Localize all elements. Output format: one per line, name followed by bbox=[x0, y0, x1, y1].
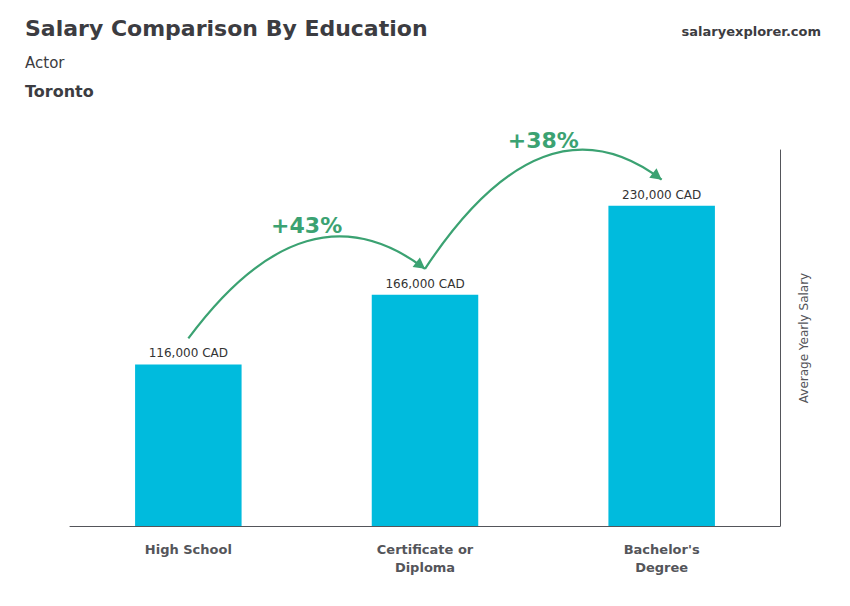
svg-text:Average Yearly Salary: Average Yearly Salary bbox=[797, 273, 811, 403]
svg-text:+43%: +43% bbox=[271, 213, 342, 238]
svg-text:Bachelor's: Bachelor's bbox=[624, 542, 700, 557]
svg-text:Toronto: Toronto bbox=[25, 82, 94, 101]
svg-text:salaryexplorer.com: salaryexplorer.com bbox=[682, 24, 821, 39]
svg-text:High School: High School bbox=[145, 542, 232, 557]
svg-text:166,000 CAD: 166,000 CAD bbox=[385, 277, 464, 291]
svg-text:Diploma: Diploma bbox=[395, 560, 455, 575]
svg-text:+38%: +38% bbox=[508, 128, 579, 153]
svg-text:Salary Comparison By Education: Salary Comparison By Education bbox=[25, 16, 428, 41]
svg-text:Degree: Degree bbox=[635, 560, 688, 575]
svg-text:Actor: Actor bbox=[25, 54, 65, 72]
svg-text:116,000 CAD: 116,000 CAD bbox=[149, 346, 228, 360]
svg-text:230,000 CAD: 230,000 CAD bbox=[622, 188, 701, 202]
svg-text:Certificate or: Certificate or bbox=[377, 542, 474, 557]
